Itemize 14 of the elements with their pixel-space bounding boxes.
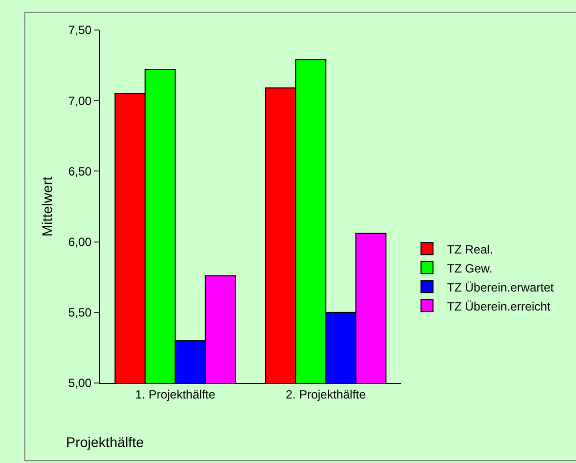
y-tick-label: 5,50 — [68, 306, 92, 320]
legend-label: TZ Überein.erreicht — [447, 299, 552, 314]
x-tick-label: 1. Projekthälfte — [135, 387, 216, 402]
legend-label: TZ Überein.erwartet — [447, 280, 554, 294]
y-tick-label: 6,50 — [68, 164, 92, 178]
x-axis-title: Projekthälfte — [66, 434, 144, 450]
y-tick-label: 7,00 — [68, 94, 92, 108]
y-tick-label: 6,00 — [68, 235, 92, 249]
x-tick-label: 2. Projekthälfte — [286, 387, 366, 402]
y-tick-label: 7,50 — [68, 23, 92, 38]
legend-label: TZ Real. — [447, 242, 494, 256]
legend-label: TZ Gew. — [447, 261, 492, 276]
y-axis-title: Mittelwert — [38, 176, 55, 236]
y-tick-label: 5,00 — [68, 376, 92, 390]
